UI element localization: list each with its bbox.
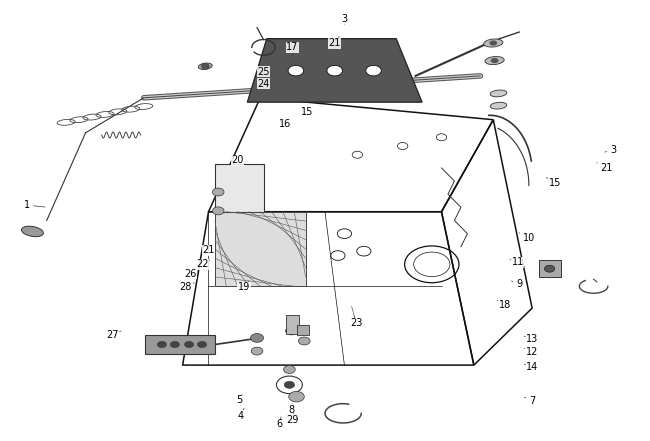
Circle shape bbox=[250, 333, 263, 342]
Polygon shape bbox=[539, 260, 561, 277]
Text: 9: 9 bbox=[512, 279, 522, 289]
Text: 26: 26 bbox=[184, 269, 199, 279]
Text: 19: 19 bbox=[238, 281, 250, 292]
Text: 21: 21 bbox=[597, 163, 613, 173]
Circle shape bbox=[198, 341, 207, 348]
Circle shape bbox=[251, 347, 263, 355]
Text: 8: 8 bbox=[289, 404, 294, 415]
Text: 12: 12 bbox=[525, 347, 538, 357]
Circle shape bbox=[213, 207, 224, 215]
Text: 16: 16 bbox=[279, 119, 291, 129]
Text: 1: 1 bbox=[24, 200, 46, 210]
Polygon shape bbox=[215, 164, 263, 212]
Text: 4: 4 bbox=[238, 408, 244, 421]
Text: 17: 17 bbox=[287, 42, 299, 55]
Text: 22: 22 bbox=[196, 259, 210, 269]
Text: 5: 5 bbox=[237, 394, 242, 405]
Text: 27: 27 bbox=[107, 330, 121, 340]
Ellipse shape bbox=[490, 102, 507, 109]
Polygon shape bbox=[286, 315, 299, 334]
Circle shape bbox=[157, 341, 166, 348]
Circle shape bbox=[491, 58, 499, 63]
Circle shape bbox=[545, 265, 554, 272]
Circle shape bbox=[298, 337, 310, 345]
Circle shape bbox=[283, 366, 295, 374]
Polygon shape bbox=[215, 212, 306, 286]
Text: 6: 6 bbox=[277, 417, 283, 429]
Text: 15: 15 bbox=[547, 178, 561, 188]
Text: 18: 18 bbox=[497, 299, 511, 310]
Circle shape bbox=[366, 65, 382, 76]
Ellipse shape bbox=[198, 63, 213, 70]
Text: 13: 13 bbox=[525, 334, 538, 344]
Circle shape bbox=[289, 392, 304, 402]
Text: 11: 11 bbox=[510, 257, 524, 267]
Polygon shape bbox=[296, 325, 309, 335]
Text: 3: 3 bbox=[604, 146, 616, 155]
Text: 28: 28 bbox=[179, 282, 194, 292]
Ellipse shape bbox=[484, 39, 503, 47]
Circle shape bbox=[285, 327, 297, 335]
Circle shape bbox=[489, 41, 497, 46]
Circle shape bbox=[284, 381, 294, 389]
Polygon shape bbox=[145, 335, 215, 354]
Ellipse shape bbox=[21, 226, 44, 237]
Text: 21: 21 bbox=[202, 245, 215, 255]
Text: 15: 15 bbox=[301, 107, 313, 117]
Text: 20: 20 bbox=[231, 155, 244, 165]
Circle shape bbox=[185, 341, 194, 348]
Text: 24: 24 bbox=[257, 79, 270, 89]
Text: 10: 10 bbox=[519, 233, 535, 243]
Text: 21: 21 bbox=[328, 37, 341, 48]
Circle shape bbox=[213, 188, 224, 196]
Polygon shape bbox=[248, 39, 422, 102]
Text: 3: 3 bbox=[341, 14, 348, 24]
Circle shape bbox=[327, 65, 343, 76]
Text: 25: 25 bbox=[257, 67, 270, 76]
Circle shape bbox=[202, 64, 209, 69]
Circle shape bbox=[288, 65, 304, 76]
Ellipse shape bbox=[490, 90, 507, 97]
Ellipse shape bbox=[485, 56, 504, 64]
Text: 29: 29 bbox=[287, 413, 299, 425]
Text: 14: 14 bbox=[525, 363, 538, 372]
Text: 23: 23 bbox=[350, 317, 362, 329]
Text: 7: 7 bbox=[525, 396, 535, 406]
Circle shape bbox=[170, 341, 179, 348]
